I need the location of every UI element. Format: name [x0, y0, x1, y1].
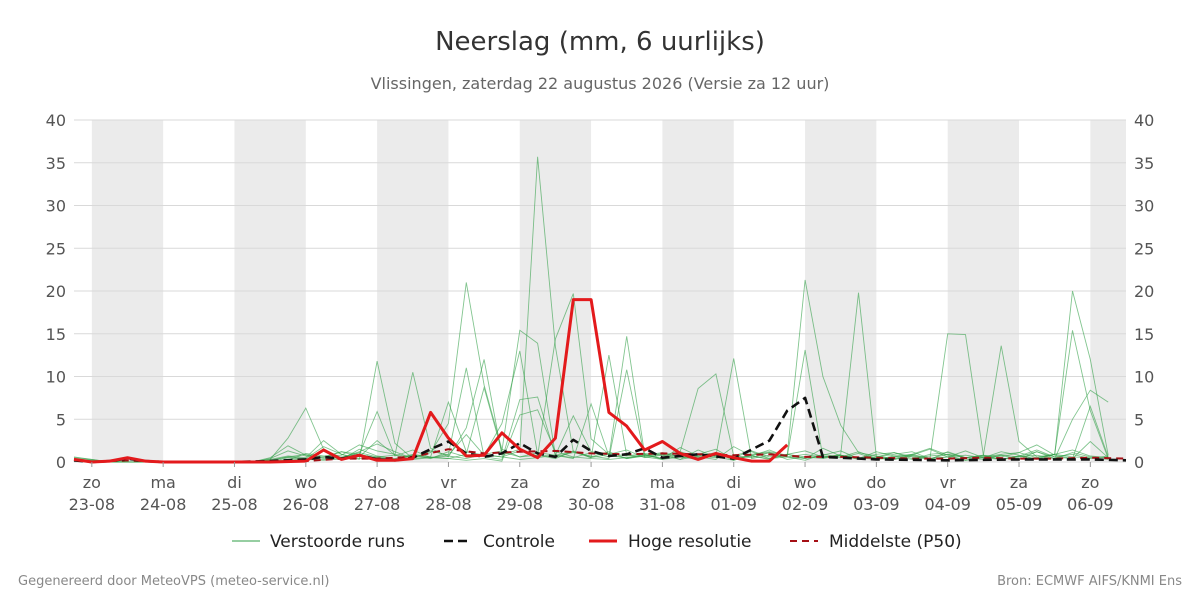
y-tick-right-40: 40 — [1134, 111, 1154, 130]
x-tick-date-13: 05-09 — [996, 495, 1043, 514]
x-tick-day-0: zo — [83, 473, 101, 492]
x-tick-day-14: zo — [1081, 473, 1099, 492]
x-tick-date-12: 04-09 — [924, 495, 971, 514]
x-tick-date-1: 24-08 — [140, 495, 187, 514]
series-line-hoge-resolutie — [73, 298, 789, 464]
x-tick-date-2: 25-08 — [211, 495, 258, 514]
x-tick-day-12: vr — [940, 473, 956, 492]
y-tick-left-35: 35 — [46, 154, 66, 173]
x-tick-date-9: 01-09 — [710, 495, 757, 514]
x-tick-date-0: 23-08 — [69, 495, 116, 514]
y-tick-left-15: 15 — [46, 325, 66, 344]
x-tick-day-13: za — [1010, 473, 1028, 492]
x-tick-date-10: 02-09 — [782, 495, 829, 514]
legend-label-control: Controle — [483, 532, 555, 552]
y-tick-right-10: 10 — [1134, 368, 1154, 387]
y-tick-right-35: 35 — [1134, 154, 1154, 173]
x-tick-day-3: wo — [294, 473, 317, 492]
x-tick-date-8: 31-08 — [639, 495, 686, 514]
footer-generated-by: Gegenereerd door MeteoVPS (meteo-service… — [18, 574, 329, 589]
x-tick-day-8: ma — [650, 473, 675, 492]
chart-subtitle: Vlissingen, zaterdag 22 augustus 2026 (V… — [371, 74, 830, 93]
y-tick-left-25: 25 — [46, 239, 66, 258]
y-axis-ticks: 0 0 5 5 10 10 15 15 20 20 25 25 30 30 35 35 40 40 — [46, 111, 1155, 472]
x-tick-date-14: 06-09 — [1067, 495, 1114, 514]
y-tick-right-20: 20 — [1134, 282, 1154, 301]
footer-source: Bron: ECMWF AIFS/KNMI Ens — [997, 574, 1182, 589]
y-tick-left-0: 0 — [56, 453, 66, 472]
x-tick-date-3: 26-08 — [283, 495, 330, 514]
y-tick-left-20: 20 — [46, 282, 66, 301]
gridlines — [74, 119, 1126, 463]
x-tick-day-10: wo — [794, 473, 817, 492]
x-tick-day-9: di — [726, 473, 741, 492]
x-tick-date-11: 03-09 — [853, 495, 900, 514]
y-tick-left-30: 30 — [46, 197, 66, 216]
legend-label-members: Verstoorde runs — [270, 532, 405, 552]
y-tick-right-15: 15 — [1134, 325, 1154, 344]
legend: Verstoorde runs Controle Hoge resolutie … — [232, 532, 962, 552]
y-tick-left-10: 10 — [46, 368, 66, 387]
x-tick-date-6: 29-08 — [497, 495, 544, 514]
x-axis-ticks: zo 23-08 ma 24-08 di 25-08 wo 26-08 do 27-08 vr 28-… — [69, 462, 1114, 514]
x-tick-day-2: di — [227, 473, 242, 492]
x-tick-day-7: zo — [582, 473, 600, 492]
y-tick-left-5: 5 — [56, 410, 66, 429]
x-tick-day-1: ma — [150, 473, 175, 492]
legend-label-median: Middelste (P50) — [829, 532, 962, 552]
x-tick-day-11: do — [866, 473, 886, 492]
x-tick-date-7: 30-08 — [568, 495, 615, 514]
x-tick-date-4: 27-08 — [354, 495, 401, 514]
x-tick-date-5: 28-08 — [425, 495, 472, 514]
chart-title: Neerslag (mm, 6 uurlijks) — [435, 27, 765, 57]
legend-label-hires: Hoge resolutie — [628, 532, 752, 552]
y-tick-right-25: 25 — [1134, 239, 1154, 258]
x-tick-day-4: do — [367, 473, 387, 492]
y-tick-left-40: 40 — [46, 111, 66, 130]
y-tick-right-5: 5 — [1134, 410, 1144, 429]
y-tick-right-30: 30 — [1134, 197, 1154, 216]
x-tick-day-5: vr — [440, 473, 456, 492]
x-tick-day-6: za — [511, 473, 529, 492]
y-tick-right-0: 0 — [1134, 453, 1144, 472]
